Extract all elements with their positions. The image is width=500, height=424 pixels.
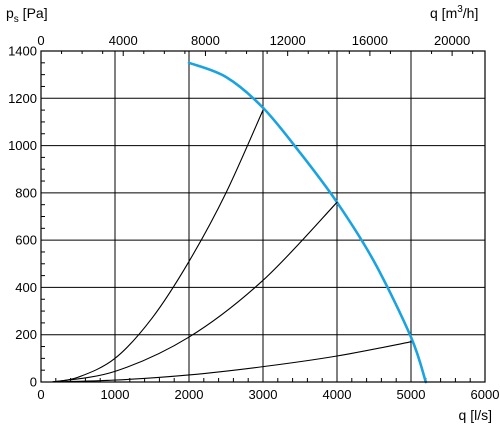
plot-frame [40, 50, 486, 383]
x-top-tick-label: 0 [37, 33, 44, 48]
x-bottom-tick-label: 6000 [471, 387, 500, 402]
x-top-tick-label: 16000 [352, 33, 388, 48]
tick-labels: 0 1000 2000 3000 4000 5000 6000 0 200 400 600 800 10… [8, 33, 499, 402]
x-top-tick-label: 4000 [109, 33, 138, 48]
system-curve-line [51, 201, 338, 383]
top-axis-title: q [m3/h] [430, 4, 478, 21]
system-curve-line [51, 109, 264, 383]
y-tick-label: 400 [15, 280, 37, 295]
y-tick-label: 0 [30, 375, 37, 390]
x-top-tick-label: 8000 [191, 33, 220, 48]
y-tick-label: 600 [15, 233, 37, 248]
y-tick-label: 1000 [8, 138, 37, 153]
fan-curve-line [187, 61, 428, 384]
series-group [51, 61, 428, 384]
x-top-tick-label: 12000 [270, 33, 306, 48]
x-bottom-tick-label: 1000 [101, 387, 130, 402]
x-bottom-tick-label: 0 [37, 387, 44, 402]
system-curve-line [51, 341, 412, 383]
gridlines [41, 51, 485, 382]
y-tick-label: 800 [15, 185, 37, 200]
y-tick-label: 200 [15, 327, 37, 342]
x-bottom-tick-label: 4000 [323, 387, 352, 402]
y-tick-label: 1200 [8, 91, 37, 106]
x-bottom-tick-label: 3000 [249, 387, 278, 402]
bottom-axis-title: q [l/s] [459, 407, 492, 423]
y-axis-title: ps [Pa] [6, 5, 48, 25]
x-bottom-tick-label: 2000 [175, 387, 204, 402]
y-tick-label: 1400 [8, 44, 37, 59]
x-top-tick-label: 20000 [434, 33, 470, 48]
x-bottom-tick-label: 5000 [397, 387, 426, 402]
